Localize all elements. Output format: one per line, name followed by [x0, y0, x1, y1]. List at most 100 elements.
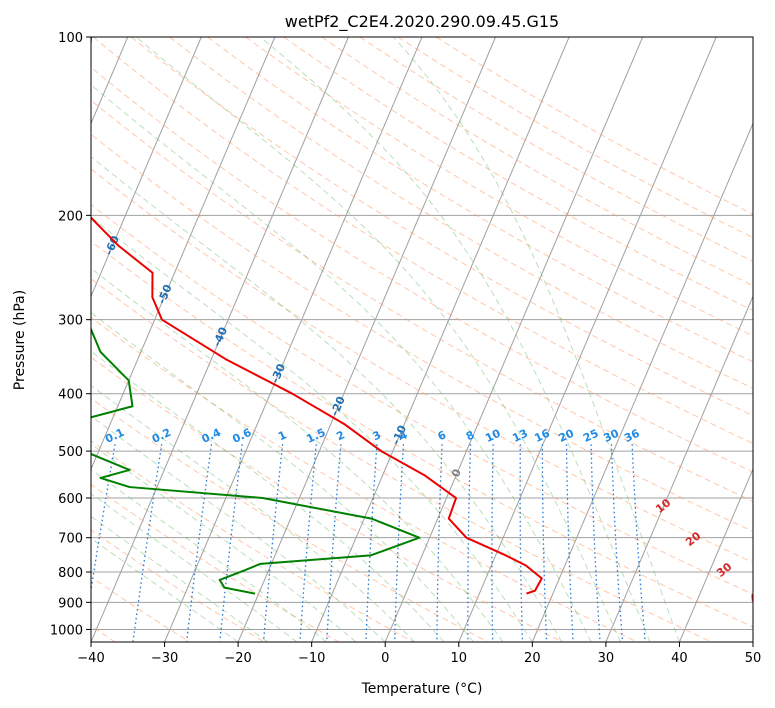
- y-axis-label: Pressure (hPa): [12, 290, 28, 390]
- mixing-ratio-line: [262, 444, 284, 642]
- dry-adiabat-line: [91, 168, 753, 563]
- mixing-ratio-label: 0.1: [103, 426, 126, 446]
- plot-area: -100-90-80-70-60-50-40-30-20-10010203040…: [0, 37, 767, 642]
- mixing-ratio-line: [565, 444, 574, 642]
- y-axis-ticks: 100 200 300 400 500 600 700 800 900 1000: [50, 31, 91, 638]
- moist-adiabat-line: [91, 384, 415, 642]
- dry-adiabat-line: [91, 356, 563, 642]
- isotherm-grid: [91, 37, 753, 642]
- dewpoint-profile-line: [91, 326, 421, 595]
- plot-frame: [90, 36, 754, 643]
- mixing-ratio-line: [186, 444, 213, 642]
- isotherm-line: [458, 37, 717, 642]
- isotherm-line: [752, 640, 753, 642]
- dry-adiabat-line: [91, 316, 638, 642]
- mixing-ratio-label: 20: [557, 427, 577, 445]
- mixing-ratio-line: [467, 444, 472, 642]
- mixing-ratio-line: [394, 444, 405, 642]
- dry-adiabat-label: 10: [653, 496, 673, 516]
- isotherm-line: [384, 37, 644, 642]
- y-tick-label: 100: [58, 31, 83, 46]
- mixing-ratio-label: 0.4: [200, 426, 223, 446]
- mixing-ratio-line: [436, 444, 443, 642]
- dry-adiabat-line: [91, 240, 753, 628]
- mixing-ratio-line: [610, 444, 624, 642]
- chart-title: wetPf2_C2E4.2020.290.09.45.G15: [285, 12, 559, 32]
- mixing-ratio-line: [631, 444, 646, 642]
- isotherm-line: [91, 37, 276, 471]
- y-tick-label: 500: [58, 445, 83, 460]
- moist-adiabat-line: [393, 37, 680, 642]
- moist-adiabat-line: [91, 155, 563, 642]
- mixing-ratio-label: 2: [334, 428, 346, 443]
- moist-adiabat-line: [91, 469, 327, 642]
- dry-adiabat-line: [91, 576, 190, 642]
- mixing-ratio-lines: [91, 444, 646, 642]
- isotherm-line: [605, 295, 753, 642]
- moist-adiabats: [91, 37, 680, 642]
- x-tick-label: 20: [524, 651, 541, 666]
- y-tick-label: 800: [58, 566, 83, 581]
- mixing-ratio-line: [132, 444, 163, 642]
- isotherm-line: [237, 37, 497, 642]
- moist-adiabat-line: [91, 311, 474, 642]
- dry-adiabat-line: [91, 133, 753, 533]
- isotherm-label: -40: [210, 325, 230, 349]
- x-tick-label: −30: [151, 651, 178, 666]
- isotherm-label: -30: [268, 361, 288, 385]
- dry-adiabat-label: 40: [747, 586, 767, 606]
- isotherm-label: -70: [50, 184, 70, 208]
- y-tick-label: 1000: [50, 623, 83, 638]
- isotherm-line: [91, 37, 349, 642]
- dry-adiabat-line: [169, 37, 753, 389]
- dry-adiabat-label: 30: [714, 560, 734, 580]
- mixing-ratio-label: 10: [483, 427, 503, 445]
- mixing-ratio-line: [91, 444, 116, 594]
- y-tick-label: 300: [58, 314, 83, 329]
- mixing-ratio-line: [326, 444, 342, 642]
- profile-series: [91, 37, 543, 595]
- mixing-ratio-line: [299, 444, 317, 642]
- dry-adiabat-line: [91, 440, 414, 642]
- x-tick-label: 10: [451, 651, 468, 666]
- dry-adiabat-label: 20: [683, 529, 703, 549]
- dry-adiabat-line: [435, 37, 753, 215]
- moist-adiabat-line: [91, 443, 357, 642]
- mixing-ratio-label: 13: [510, 427, 529, 445]
- x-axis-ticks: −40 −30 −20 −10 0 10 20 30 40 50: [77, 642, 761, 666]
- dry-adiabat-line: [91, 203, 753, 595]
- x-axis-label: Temperature (°C): [361, 681, 483, 697]
- dry-adiabats: [91, 37, 753, 642]
- x-tick-label: 30: [598, 651, 615, 666]
- y-tick-label: 200: [58, 209, 83, 224]
- moist-adiabat-line: [91, 267, 504, 642]
- dry-adiabat-line: [359, 37, 753, 262]
- mixing-ratio-label: 1: [276, 428, 288, 443]
- dry-adiabat-line: [207, 37, 753, 363]
- moist-adiabat-line: [91, 415, 386, 642]
- y-tick-label: 900: [58, 596, 83, 611]
- dry-adiabat-line: [91, 397, 489, 642]
- isotherm-line: [531, 122, 753, 642]
- temperature-profile-line: [91, 37, 543, 595]
- moist-adiabat-line: [91, 493, 298, 642]
- mixing-ratio-label: 25: [581, 427, 600, 445]
- dry-adiabat-line: [91, 278, 712, 642]
- y-tick-label: 600: [58, 492, 83, 507]
- moist-adiabat-line: [91, 216, 533, 642]
- mixing-ratio-label: 1.5: [304, 426, 327, 446]
- mixing-ratio-label: 36: [622, 427, 642, 445]
- moist-adiabat-line: [91, 537, 239, 642]
- isotherm-line: [678, 467, 753, 642]
- y-tick-label: 400: [58, 388, 83, 403]
- isotherm-label: 0: [449, 467, 464, 479]
- mixing-ratio-line: [219, 444, 243, 642]
- isotherm-label: -80: [0, 139, 15, 163]
- mixing-ratio-label: 30: [602, 427, 622, 445]
- x-tick-label: −10: [298, 651, 325, 666]
- moist-adiabat-line: [91, 515, 268, 642]
- dry-adiabat-line: [283, 37, 753, 312]
- mixing-ratio-line: [541, 444, 548, 642]
- x-tick-label: 40: [671, 651, 688, 666]
